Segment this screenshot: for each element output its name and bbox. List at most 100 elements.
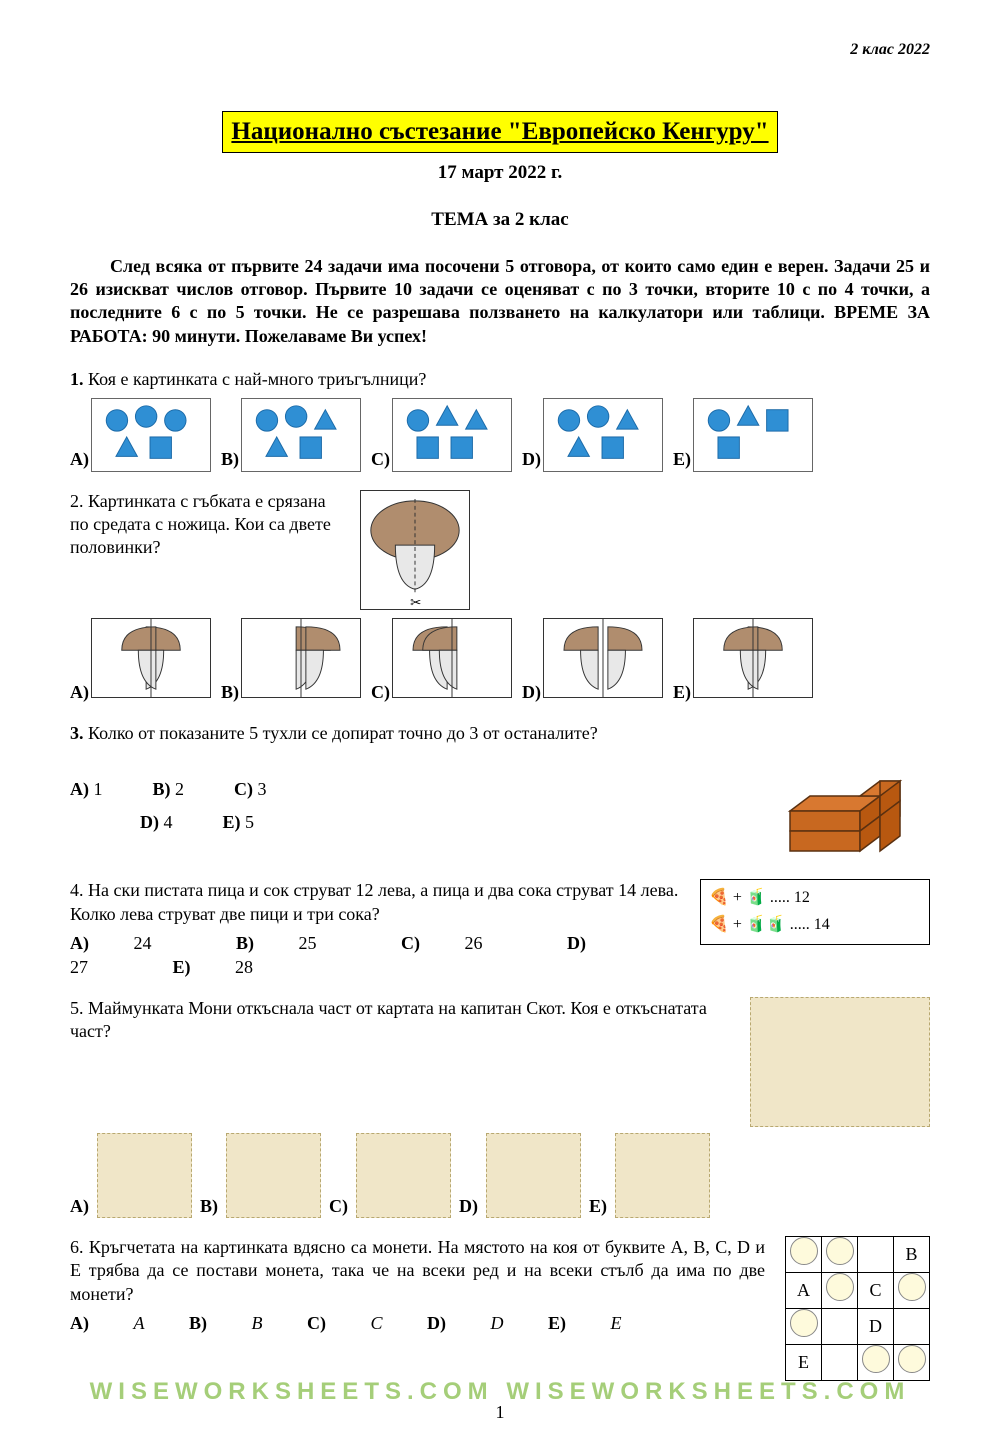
question-4: 4. На ски пистата пица и сок струват 12 … (70, 879, 930, 979)
q3-num: 3. (70, 723, 84, 743)
q3-opt-a: 1 (94, 779, 103, 799)
q3-opt-b: 2 (175, 779, 184, 799)
q6-opt-c: C (371, 1313, 383, 1333)
theme-line: ТЕМА за 2 клас (70, 208, 930, 233)
q4-opt-a: 24 (134, 933, 152, 953)
watermark: WISEWORKSHEETS.COM WISEWORKSHEETS.COM (0, 1376, 1000, 1407)
grid-cell: D (858, 1308, 894, 1344)
q3-label-d: D) (140, 812, 159, 832)
q3-label-e: E) (223, 812, 241, 832)
q2-text: Картинката с гъбката е срязана по средат… (70, 491, 331, 558)
q1-opt-label: B) (221, 449, 239, 469)
q4-price-box: 🍕 + 🧃 ..... 12 🍕 + 🧃🧃 ..... 14 (700, 879, 930, 945)
q3-label-a: A) (70, 779, 89, 799)
q1-opt-label: A) (70, 449, 89, 469)
question-5: 5. Маймунката Мони откъснала част от кар… (70, 997, 930, 1218)
page-title: Национално състезание "Европейско Кенгур… (222, 111, 777, 154)
q4-opt-b: 25 (299, 933, 317, 953)
question-3: 3. Колко от показаните 5 тухли се допира… (70, 722, 930, 861)
q2-option: E) (673, 618, 813, 704)
q3-label-b: B) (153, 779, 171, 799)
watermark-text-2: WISEWORKSHEETS.COM (506, 1378, 910, 1405)
coin-icon (898, 1345, 926, 1373)
question-1: 1. Коя е картинката с най-много триъгълн… (70, 368, 930, 471)
q6-opt-a: A (134, 1313, 145, 1333)
q4-box-line2: ..... 14 (790, 916, 830, 933)
q4-opt-d: 27 (70, 957, 88, 977)
q5-map-c (356, 1133, 451, 1218)
q5-map-a (97, 1133, 192, 1218)
q4-label-d: D) (567, 933, 586, 953)
q5-label-c: C) (329, 1195, 348, 1218)
q2-num: 2. (70, 491, 84, 511)
q1-opt-label: C) (371, 449, 390, 469)
coin-icon (790, 1309, 818, 1337)
q1-text: Коя е картинката с най-много триъгълници… (88, 369, 426, 389)
q2-halves (241, 618, 361, 698)
q1-opt-label: E) (673, 449, 691, 469)
q4-label-e: E) (173, 957, 191, 977)
q5-label-d: D) (459, 1195, 478, 1218)
q2-opt-label: C) (371, 682, 390, 702)
watermark-text-1: WISEWORKSHEETS.COM (90, 1378, 494, 1405)
q3-opt-c: 3 (258, 779, 267, 799)
q4-opt-c: 26 (465, 933, 483, 953)
q1-opt-label: D) (522, 449, 541, 469)
question-6: 6. Кръгчетата на картинката вдясно са мо… (70, 1236, 930, 1381)
q2-options: A)B)C)D)E) (70, 618, 930, 704)
q5-map-e (615, 1133, 710, 1218)
grid-cell (786, 1308, 822, 1344)
q4-num: 4. (70, 880, 84, 900)
q3-bricks-figure (770, 751, 930, 861)
q4-text: На ски пистата пица и сок струват 12 лев… (70, 880, 678, 923)
q6-label-a: A) (70, 1313, 89, 1333)
q3-text: Колко от показаните 5 тухли се допират т… (88, 723, 598, 743)
grid-cell: A (786, 1272, 822, 1308)
q1-shape-box (543, 398, 663, 472)
q4-opt-e: 28 (235, 957, 253, 977)
q5-label-a: A) (70, 1195, 89, 1218)
q4-label-a: A) (70, 933, 89, 953)
q2-halves (693, 618, 813, 698)
q6-label-b: B) (189, 1313, 207, 1333)
q1-option: A) (70, 398, 211, 472)
grid-cell: B (894, 1236, 930, 1272)
q1-options: A) B) C) D) E) (70, 398, 930, 472)
q6-text: Кръгчетата на картинката вдясно са монет… (70, 1237, 765, 1304)
grid-cell (894, 1308, 930, 1344)
date-line: 17 март 2022 г. (70, 161, 930, 186)
coin-icon (826, 1237, 854, 1265)
grid-cell (822, 1308, 858, 1344)
q6-label-d: D) (427, 1313, 446, 1333)
grid-cell: C (858, 1272, 894, 1308)
q2-halves (543, 618, 663, 698)
coin-icon (790, 1237, 818, 1265)
q6-num: 6. (70, 1237, 84, 1257)
q1-shape-box (693, 398, 813, 472)
q1-option: E) (673, 398, 813, 472)
q2-mushroom-figure: ✂ (360, 490, 470, 610)
grid-cell (822, 1272, 858, 1308)
q2-option: C) (371, 618, 512, 704)
q6-opt-b: B (252, 1313, 263, 1333)
q5-label-b: B) (200, 1195, 218, 1218)
q5-label-e: E) (589, 1195, 607, 1218)
q5-text: Маймунката Мони откъснала част от картат… (70, 998, 707, 1041)
q4-box-line1: ..... 12 (770, 889, 810, 906)
q2-opt-label: D) (522, 682, 541, 702)
q6-opt-e: E (611, 1313, 622, 1333)
q1-shape-box (241, 398, 361, 472)
q2-halves (392, 618, 512, 698)
q2-halves (91, 618, 211, 698)
svg-text:✂: ✂ (410, 595, 422, 610)
q2-opt-label: E) (673, 682, 691, 702)
q6-coin-grid: BACDE (785, 1236, 930, 1381)
q1-shape-box (392, 398, 512, 472)
q5-map-d (486, 1133, 581, 1218)
q3-label-c: C) (234, 779, 253, 799)
intro-text: След всяка от първите 24 задачи има посо… (70, 255, 930, 349)
coin-icon (826, 1273, 854, 1301)
q3-opt-d: 4 (164, 812, 173, 832)
q4-label-c: C) (401, 933, 420, 953)
q5-main-map (750, 997, 930, 1127)
